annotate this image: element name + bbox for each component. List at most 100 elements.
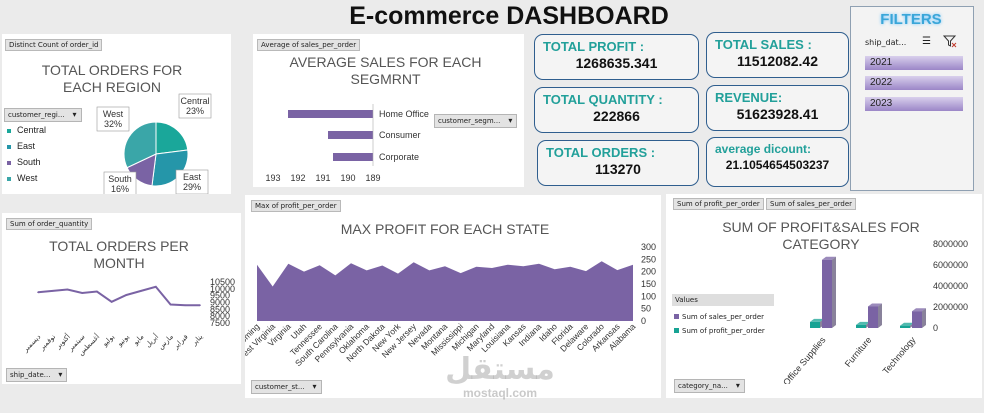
state-y-tick: 0 — [641, 316, 646, 326]
month-y-tick: 10500 — [210, 277, 235, 287]
segment-chart-panel: Average of sales_per_order AVERAGE SALES… — [253, 34, 524, 187]
category-bar-front — [856, 324, 866, 328]
category-field-tag-profit[interactable]: Sum of profit_per_order — [673, 198, 764, 210]
kpi-average-discount-value: 21.1054654503237 — [725, 158, 830, 172]
legend-swatch — [7, 128, 11, 133]
kpi-total-sales-value: 11512082.42 — [737, 53, 818, 69]
segment-x-tick: 189 — [365, 173, 380, 183]
legend-swatch — [7, 160, 11, 165]
month-x-tick: يوليو — [100, 333, 116, 349]
month-series-line — [37, 285, 200, 307]
month-field-tag[interactable]: Sum of order_quantity — [6, 218, 93, 230]
month-x-tick: مايو — [131, 333, 146, 348]
region-title-line1: TOTAL ORDERS FOR — [41, 62, 183, 78]
slicer-item-2022[interactable]: 2022 — [865, 76, 963, 90]
category-y-tick: 8000000 — [933, 239, 968, 249]
pie-slice-central — [155, 121, 189, 155]
legend-swatch — [7, 144, 11, 149]
month-y-tick: 9000 — [210, 298, 230, 308]
state-field-tag[interactable]: Max of profit_per_order — [251, 200, 341, 212]
segment-chart-title: AVERAGE SALES FOR EACH SEGMRNT — [253, 54, 518, 88]
month-data-point — [140, 290, 142, 292]
category-filter-dropdown[interactable]: category_na... — [674, 379, 745, 393]
kpi-total-sales: TOTAL SALES : 11512082.42 — [706, 32, 849, 78]
kpi-total-quantity-value: 222866 — [593, 108, 640, 124]
kpi-total-sales-label: TOTAL SALES : — [715, 37, 812, 52]
month-data-point — [66, 288, 69, 291]
category-bar-front — [912, 311, 922, 328]
month-filter-dropdown[interactable]: ship_date... — [6, 368, 68, 382]
month-x-tick: نوفمبر — [38, 333, 57, 352]
segment-category-label: Corporate — [379, 152, 419, 162]
month-y-tick: 8000 — [210, 311, 230, 321]
legend-item-profit: Sum of profit_per_order — [674, 324, 765, 338]
category-bar-top — [868, 303, 882, 307]
multi-select-icon[interactable]: ☰ — [922, 36, 931, 47]
filters-slicer: FILTERS ship_dat... ☰ 2021 2022 2023 — [850, 6, 974, 191]
slicer-item-2023[interactable]: 2023 — [865, 97, 963, 111]
month-data-point — [155, 285, 157, 288]
kpi-revenue-label: REVENUE: — [715, 90, 783, 105]
category-x-tick: Technology — [881, 334, 918, 376]
category-bar-top — [810, 318, 824, 322]
pie-data-label: 23% — [186, 106, 204, 116]
category-bar-front — [900, 325, 910, 328]
segment-bar — [333, 153, 373, 161]
segment-x-tick: 191 — [315, 173, 330, 183]
region-filter-dropdown[interactable]: customer_regi... — [4, 108, 82, 122]
category-field-tag-sales[interactable]: Sum of sales_per_order — [766, 198, 857, 210]
category-title-line1: SUM OF PROFIT&SALES FOR — [722, 219, 920, 235]
region-field-tag[interactable]: Distinct Count of order_id — [5, 39, 103, 51]
category-legend-title: Values — [672, 294, 774, 306]
category-bar-front — [868, 306, 878, 328]
month-chart-panel: Sum of order_quantity TOTAL ORDERS PER M… — [2, 213, 241, 384]
kpi-revenue: REVENUE: 51623928.41 — [706, 85, 849, 131]
category-legend: Sum of sales_per_order Sum of profit_per… — [674, 310, 765, 338]
funnel-icon — [942, 35, 957, 48]
pie-label-box — [178, 93, 212, 119]
kpi-revenue-value: 51623928.41 — [736, 106, 819, 122]
segment-title-line1: AVERAGE SALES FOR EACH — [289, 54, 482, 70]
state-chart-title: MAX PROFIT FOR EACH STATE — [340, 221, 550, 237]
month-data-point — [125, 294, 128, 296]
state-filter-dropdown[interactable]: customer_st... — [251, 380, 322, 394]
month-y-tick: 8500 — [210, 304, 230, 314]
segment-category-label: Consumer — [379, 130, 421, 140]
pie-data-label: West — [103, 109, 124, 119]
segment-filter-dropdown[interactable]: customer_segm... — [434, 114, 518, 128]
month-data-point — [199, 304, 201, 307]
pie-slice-west — [123, 121, 157, 169]
kpi-average-discount: average dicount: 21.1054654503237 — [706, 137, 849, 187]
watermark-url: mostaql.com — [462, 386, 537, 400]
month-x-tick: مارس — [157, 333, 175, 351]
pie-label-box — [175, 169, 209, 194]
pie-label-box — [96, 106, 130, 132]
month-data-point — [37, 291, 39, 294]
pie-data-label: East — [183, 172, 202, 182]
category-bar-top — [900, 322, 914, 326]
segment-title-line2: SEGMRNT — [350, 71, 421, 87]
category-title-line2: CATEGORY — [782, 236, 860, 252]
clear-filter-icon[interactable] — [942, 34, 957, 53]
pie-data-label: Central — [180, 96, 209, 106]
kpi-total-profit: TOTAL PROFIT : 1268635.341 — [534, 34, 699, 80]
category-y-tick: 4000000 — [933, 281, 968, 291]
segment-category-label: Home Office — [379, 109, 429, 119]
month-data-point — [81, 292, 83, 294]
legend-swatch — [7, 176, 11, 181]
segment-field-tag[interactable]: Average of sales_per_order — [257, 39, 361, 51]
segment-x-tick: 193 — [265, 173, 280, 183]
kpi-total-orders-label: TOTAL ORDERS : — [546, 145, 656, 160]
month-x-tick: يناير — [190, 333, 205, 348]
month-data-point — [110, 301, 113, 303]
category-y-tick: 6000000 — [933, 260, 968, 270]
slicer-item-2021[interactable]: 2021 — [865, 56, 963, 70]
category-bar-top — [856, 321, 870, 325]
month-title-line2: MONTH — [93, 255, 145, 271]
pie-data-label: 32% — [104, 119, 122, 129]
month-data-point — [96, 290, 98, 293]
month-x-tick: ديسمبر — [22, 333, 43, 354]
filters-title: FILTERS — [880, 11, 942, 28]
